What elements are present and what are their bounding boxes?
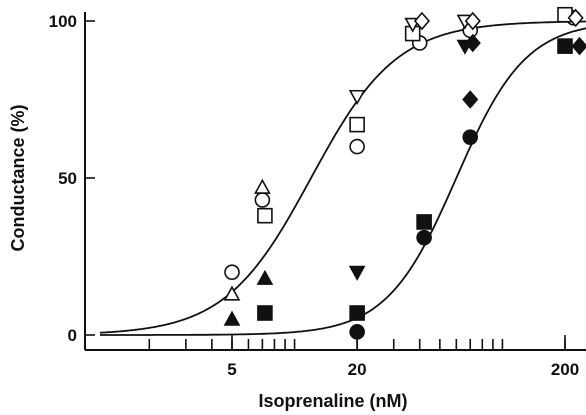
fit-curve-2 bbox=[100, 27, 586, 336]
data-point-square-filled bbox=[257, 305, 273, 321]
data-point-circle-filled bbox=[416, 229, 432, 246]
x-axis-title: Isoprenaline (nM) bbox=[258, 391, 407, 411]
data-point-circle-open bbox=[254, 192, 271, 208]
data-point-square-open bbox=[349, 116, 365, 133]
y-axis-title: Conductance (%) bbox=[8, 104, 28, 251]
data-point-triangle-down-filled bbox=[348, 265, 366, 281]
x-tick-label: 5 bbox=[227, 360, 236, 379]
data-point-circle-open bbox=[349, 138, 365, 155]
y-tick-label: 0 bbox=[68, 326, 77, 345]
data-point-diamond-filled bbox=[571, 36, 586, 56]
data-point-diamond-open bbox=[567, 8, 584, 28]
data-point-triangle-up-filled bbox=[223, 310, 241, 326]
data-point-diamond-open bbox=[464, 11, 481, 31]
data-point-square-filled bbox=[349, 305, 365, 321]
data-point-diamond-filled bbox=[464, 33, 481, 53]
data-point-triangle-up-filled bbox=[256, 269, 274, 285]
data-point-circle-open bbox=[224, 264, 240, 281]
data-point-diamond-open bbox=[413, 11, 431, 31]
fit-curves bbox=[99, 20, 586, 336]
data-point-triangle-up-open bbox=[254, 178, 271, 194]
y-tick-label: 100 bbox=[49, 12, 77, 31]
data-point-square-filled bbox=[416, 214, 432, 230]
data-point-triangle-down-open bbox=[348, 89, 366, 106]
data-point-diamond-filled bbox=[462, 90, 479, 109]
data-points bbox=[223, 6, 586, 340]
y-axis-ticks: 0 50 100 bbox=[49, 12, 95, 345]
data-point-square-filled bbox=[557, 38, 573, 54]
data-point-circle-filled bbox=[462, 129, 479, 145]
data-point-triangle-up-open bbox=[223, 285, 241, 301]
x-axis-ticks: 5 20 200 bbox=[148, 335, 579, 379]
data-point-square-open bbox=[257, 207, 273, 224]
x-tick-label: 20 bbox=[348, 360, 367, 379]
fit-curve-1 bbox=[99, 20, 586, 334]
x-tick-label: 200 bbox=[551, 360, 579, 379]
axes bbox=[84, 12, 586, 351]
y-tick-label: 50 bbox=[58, 169, 77, 188]
